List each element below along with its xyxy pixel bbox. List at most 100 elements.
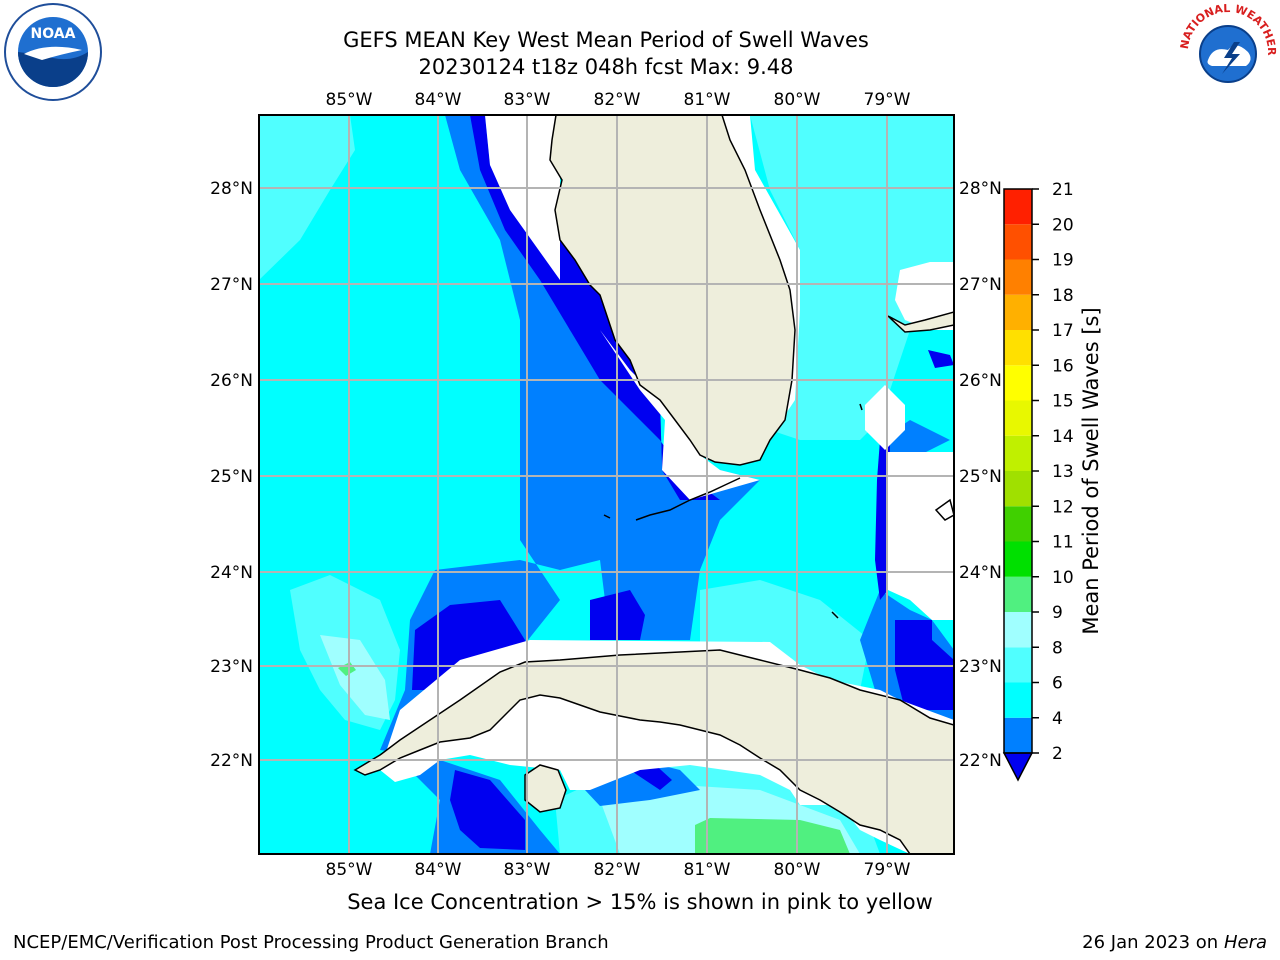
colorbar-band [1004,400,1032,436]
land-andros [934,498,954,521]
land-cuba [353,649,954,854]
field-deep-blue-west-florida [545,240,720,500]
lon-label-top: 79°W [864,90,911,110]
lon-labels-bottom: 85°W 84°W 83°W 82°W 81°W 80°W 79°W [326,860,911,880]
land-bimini [859,403,863,411]
lon-label-bottom: 83°W [504,860,551,880]
colorbar-tick-label: 11 [1052,533,1074,553]
lat-labels-right: 28°N 27°N 26°N 25°N 24°N 23°N 22°N [959,179,1002,771]
lat-label-left: 26°N [210,371,253,391]
colorbar-tick-label: 18 [1052,286,1074,306]
colorbar-band [1004,435,1032,471]
colorbar-band [1004,189,1032,225]
colorbar-under-triangle [1002,752,1034,782]
field-light-cyan-straits-east [700,580,870,690]
land-bahamas-north [887,311,954,333]
land-dry-tortugas [603,514,611,519]
colorbar-tick-label: 8 [1052,638,1063,658]
colorbar-band [1004,682,1032,718]
lat-label-right: 23°N [959,657,1002,677]
lat-label-left: 22°N [210,751,253,771]
colorbar-band [1004,541,1032,577]
colorbar-band [1004,330,1032,366]
field-deep-blue-isle-of-youth [450,770,525,850]
colorbar-tick-label: 17 [1052,321,1074,341]
lat-label-left: 28°N [210,179,253,199]
colorbar-band [1004,294,1032,330]
colorbar-tick-label: 15 [1052,392,1074,412]
lon-label-bottom: 81°W [684,860,731,880]
colorbar-tick-label: 14 [1052,427,1074,447]
colorbar-band [1004,224,1032,260]
colorbar-tick-label: 16 [1052,356,1074,376]
noaa-logo-text: NOAA [31,26,76,42]
footer-date-text: 26 Jan 2023 on [1082,932,1224,953]
colorbar-tick-label: 10 [1052,568,1074,588]
map-subtitle: 20230124 t18z 048h fcst Max: 9.48 [418,55,794,79]
field-mid-blue-cuba-south [585,760,700,806]
lon-label-top: 81°W [684,90,731,110]
lon-label-top: 84°W [415,90,462,110]
colorbar-tick-label: 20 [1052,215,1074,235]
colorbar-band [1004,717,1032,753]
colorbar: 2 4 6 8 9 10 11 12 13 14 15 16 17 18 19 20 21 Mean Perio… [1002,180,1103,782]
colorbar-band [1004,612,1032,648]
lat-label-right: 22°N [959,751,1002,771]
lon-label-bottom: 84°W [415,860,462,880]
colorbar-label: Mean Period of Swell Waves [s] [1079,307,1103,634]
land-florida [549,115,796,466]
lat-label-right: 25°N [959,467,1002,487]
lat-label-right: 27°N [959,275,1002,295]
colorbar-band [1004,647,1032,683]
lon-labels-top: 85°W 84°W 83°W 82°W 81°W 80°W 79°W [326,90,911,110]
lon-label-bottom: 79°W [864,860,911,880]
lon-label-bottom: 80°W [774,860,821,880]
lon-label-top: 83°W [504,90,551,110]
colorbar-ticks: 2 4 6 8 9 10 11 12 13 14 15 16 17 18 19 20 21 [1032,180,1074,764]
map-gridlines [259,115,954,854]
colorbar-tick-label: 4 [1052,709,1063,729]
colorbar-band [1004,365,1032,401]
lat-label-left: 23°N [210,657,253,677]
field-mid-blue-gulf [380,115,760,854]
field-pale-cyan-west [320,635,390,720]
colorbar-tick-label: 2 [1052,744,1063,764]
footer-date: 26 Jan 2023 on Hera [1082,932,1267,953]
colorbar-bands [1004,189,1032,753]
lat-labels-left: 28°N 27°N 26°N 25°N 24°N 23°N 22°N [210,179,253,771]
lon-label-bottom: 82°W [594,860,641,880]
lon-label-top: 80°W [774,90,821,110]
lat-label-left: 25°N [210,467,253,487]
map-title: GEFS MEAN Key West Mean Period of Swell … [343,28,869,52]
lat-label-left: 24°N [210,563,253,583]
mask-white-bahamas-north [895,262,954,330]
land-small-cay [831,611,839,619]
mask-white-bahamas-south [888,452,954,620]
lon-label-bottom: 85°W [326,860,373,880]
colorbar-band [1004,259,1032,295]
lon-label-top: 85°W [326,90,373,110]
colorbar-tick-label: 6 [1052,674,1063,694]
land-florida-keys [635,477,741,521]
lat-label-right: 24°N [959,563,1002,583]
mask-white-bahamas-mid [865,385,905,450]
colorbar-band [1004,471,1032,507]
lat-label-right: 26°N [959,371,1002,391]
noaa-logo: NOAA [2,2,104,106]
lat-label-left: 27°N [210,275,253,295]
sea-ice-caption: Sea Ice Concentration > 15% is shown in … [347,890,933,914]
field-light-cyan-northwest [259,115,355,280]
footer-credit: NCEP/EMC/Verification Post Processing Pr… [13,932,609,953]
field-light-cyan-atlantic [750,115,954,440]
footer-host: Hera [1223,932,1267,953]
colorbar-tick-label: 9 [1052,603,1063,623]
map-frame [258,114,955,855]
field-deep-blue-bahamas [928,350,954,368]
colorbar-tick-label: 21 [1052,180,1074,200]
colorbar-tick-label: 12 [1052,497,1074,517]
mask-white-florida-west [485,115,760,500]
colorbar-tick-label: 13 [1052,462,1074,482]
nws-logo: NATIONAL WEATHER SERVICE [1174,0,1278,106]
colorbar-band [1004,506,1032,542]
